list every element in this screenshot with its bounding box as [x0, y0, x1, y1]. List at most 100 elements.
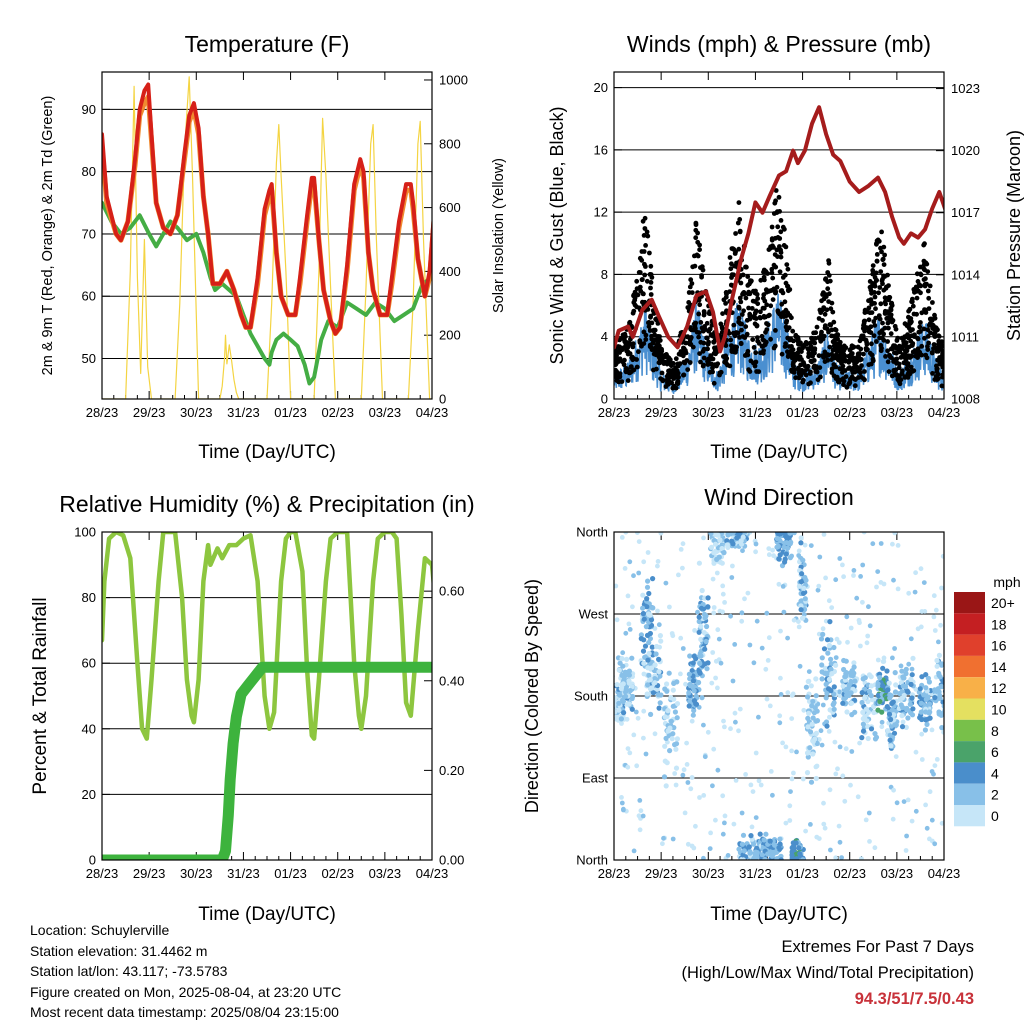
- direction-point: [808, 543, 814, 548]
- direction-point: [927, 836, 932, 842]
- direction-point: [945, 690, 950, 695]
- direction-point: [929, 817, 935, 823]
- direction-point: [774, 535, 780, 542]
- gust-point: [742, 335, 748, 340]
- direction-point: [913, 570, 918, 576]
- gust-point: [879, 345, 884, 351]
- direction-point: [827, 714, 832, 720]
- direction-point: [674, 701, 681, 707]
- precip-line: [102, 661, 432, 860]
- winds-ytick-right-label: 1020: [951, 143, 980, 158]
- direction-point: [771, 553, 776, 559]
- direction-point: [877, 675, 883, 681]
- gust-point: [705, 341, 711, 347]
- direction-ytick-label: North: [576, 525, 608, 540]
- gust-point: [712, 345, 717, 351]
- gust-point: [800, 370, 806, 375]
- direction-point: [691, 688, 697, 694]
- winds-ytick-right-label: 1014: [951, 267, 980, 282]
- gust-point: [818, 310, 824, 315]
- direction-point: [687, 653, 693, 659]
- direction-point: [751, 841, 757, 847]
- direction-point: [803, 828, 808, 834]
- gust-point: [701, 355, 707, 361]
- direction-point: [803, 684, 810, 690]
- direction-point: [698, 653, 704, 659]
- gust-point: [646, 324, 652, 329]
- direction-point: [663, 580, 669, 586]
- direction-point: [881, 655, 887, 661]
- gust-point: [675, 379, 681, 385]
- direction-point: [728, 726, 733, 732]
- direction-point: [736, 846, 742, 852]
- gust-point: [791, 359, 796, 365]
- direction-point: [820, 631, 826, 638]
- direction-point: [624, 656, 630, 663]
- direction-point: [909, 712, 916, 718]
- direction-point: [800, 557, 806, 563]
- direction-point: [800, 776, 806, 782]
- direction-point: [919, 674, 925, 680]
- pressure-line: [614, 105, 944, 354]
- winds-frame: [613, 71, 945, 400]
- temperature-xtick-label: 03/23: [369, 405, 402, 420]
- direction-point: [803, 577, 809, 583]
- gust-point: [856, 375, 861, 380]
- direction-point: [606, 716, 611, 721]
- direction-point: [931, 614, 937, 620]
- gust-point: [946, 379, 951, 384]
- gust-point: [935, 376, 941, 381]
- gust-point: [767, 312, 772, 318]
- gust-point: [736, 305, 742, 311]
- direction-point: [680, 541, 686, 547]
- direction-point: [791, 617, 797, 623]
- gust-point: [685, 367, 691, 372]
- gust-point: [723, 360, 729, 366]
- gust-point: [914, 271, 920, 277]
- direction-point: [692, 628, 697, 633]
- direction-point: [895, 586, 901, 592]
- gust-point: [924, 355, 930, 361]
- direction-point: [680, 646, 686, 651]
- gust-point: [658, 376, 664, 381]
- gust-point: [885, 339, 890, 344]
- direction-point: [722, 600, 727, 605]
- direction-point: [720, 591, 726, 597]
- direction-point: [634, 763, 640, 769]
- direction-point: [662, 686, 668, 692]
- gust-point: [914, 295, 920, 301]
- gust-point: [728, 337, 734, 343]
- gust-point: [868, 324, 874, 330]
- gust-point: [862, 324, 868, 330]
- temperature-ytick-label: 60: [82, 289, 96, 304]
- gust-point: [722, 355, 728, 361]
- direction-point: [891, 787, 896, 793]
- humidity-xtick-label: 03/23: [369, 866, 402, 881]
- speed-legend-swatch: [954, 719, 985, 742]
- direction-point: [886, 680, 892, 686]
- gust-point: [758, 277, 764, 283]
- gust-point: [928, 330, 933, 336]
- direction-point: [909, 695, 915, 701]
- winds-title: Winds (mph) & Pressure (mb): [627, 31, 931, 57]
- direction-point: [785, 635, 790, 641]
- gust-point: [886, 369, 892, 374]
- gust-point: [785, 283, 791, 289]
- gust-point: [814, 364, 819, 370]
- gust-point: [887, 317, 893, 322]
- direction-point: [649, 644, 655, 650]
- direction-point: [667, 604, 672, 610]
- direction-point: [770, 547, 775, 553]
- speed-legend-label: 6: [991, 744, 999, 760]
- direction-ytick-label: North: [576, 853, 608, 868]
- direction-point: [690, 660, 696, 666]
- direction-point: [665, 739, 670, 745]
- gust-point: [888, 354, 893, 360]
- gust-point: [930, 300, 935, 305]
- direction-point: [619, 800, 625, 806]
- direction-point: [654, 643, 660, 650]
- gust-point: [727, 289, 733, 294]
- direction-point: [616, 707, 622, 713]
- direction-point: [826, 676, 833, 682]
- gust-point: [952, 352, 957, 357]
